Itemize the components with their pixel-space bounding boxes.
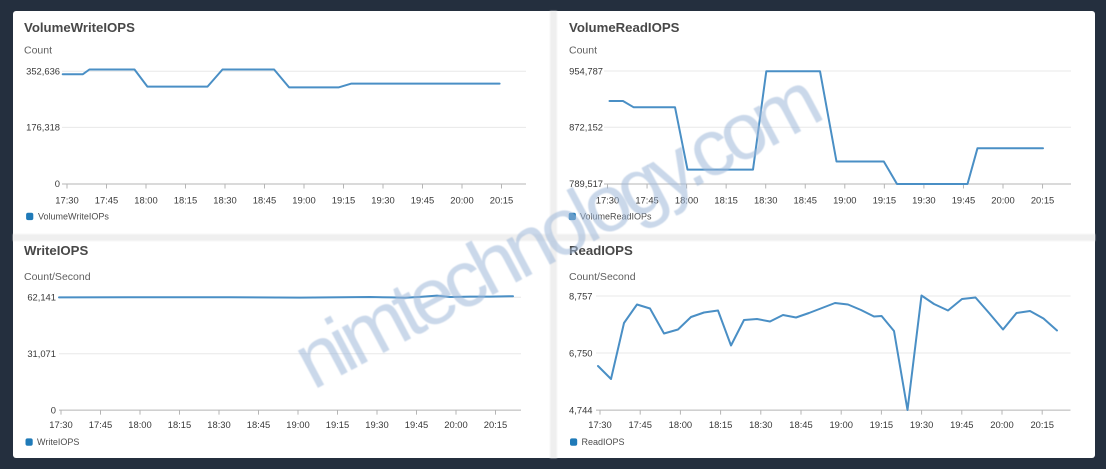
svg-text:0: 0 xyxy=(51,404,56,415)
svg-text:18:30: 18:30 xyxy=(754,195,777,206)
svg-text:18:00: 18:00 xyxy=(675,195,698,206)
svg-text:18:15: 18:15 xyxy=(174,195,197,206)
svg-text:20:00: 20:00 xyxy=(990,419,1013,430)
svg-text:18:30: 18:30 xyxy=(749,419,772,430)
svg-text:18:45: 18:45 xyxy=(253,195,276,206)
svg-text:20:15: 20:15 xyxy=(1031,195,1054,206)
svg-text:18:45: 18:45 xyxy=(794,195,817,206)
svg-text:19:30: 19:30 xyxy=(912,195,935,206)
svg-text:17:45: 17:45 xyxy=(89,419,112,430)
svg-text:19:15: 19:15 xyxy=(332,195,355,206)
svg-text:20:15: 20:15 xyxy=(1030,419,1053,430)
svg-text:18:15: 18:15 xyxy=(709,419,732,430)
svg-text:19:45: 19:45 xyxy=(405,419,428,430)
svg-text:19:45: 19:45 xyxy=(952,195,975,206)
svg-text:872,152: 872,152 xyxy=(569,122,603,133)
svg-text:20:00: 20:00 xyxy=(444,419,467,430)
svg-text:19:30: 19:30 xyxy=(365,419,388,430)
svg-text:17:30: 17:30 xyxy=(588,419,611,430)
svg-text:352,636: 352,636 xyxy=(26,65,60,76)
svg-text:19:15: 19:15 xyxy=(873,195,896,206)
svg-text:17:30: 17:30 xyxy=(55,195,78,206)
svg-text:Count: Count xyxy=(24,44,52,56)
svg-text:ReadIOPS: ReadIOPS xyxy=(582,437,625,447)
svg-text:20:15: 20:15 xyxy=(484,419,507,430)
svg-text:18:45: 18:45 xyxy=(247,419,270,430)
svg-text:4,744: 4,744 xyxy=(569,404,592,415)
svg-text:19:30: 19:30 xyxy=(910,419,933,430)
svg-text:19:30: 19:30 xyxy=(371,195,394,206)
svg-text:789,517: 789,517 xyxy=(569,178,603,189)
svg-text:17:30: 17:30 xyxy=(596,195,619,206)
svg-text:ReadIOPS: ReadIOPS xyxy=(569,243,633,258)
svg-text:0: 0 xyxy=(55,178,60,189)
svg-text:31,071: 31,071 xyxy=(27,348,56,359)
svg-text:8,757: 8,757 xyxy=(569,290,592,301)
svg-text:Count/Second: Count/Second xyxy=(569,271,636,283)
svg-text:19:00: 19:00 xyxy=(292,195,315,206)
svg-text:19:00: 19:00 xyxy=(833,195,856,206)
svg-text:VolumeWriteIOPs: VolumeWriteIOPs xyxy=(38,212,109,222)
svg-text:Count: Count xyxy=(569,44,597,56)
svg-text:VolumeReadIOPs: VolumeReadIOPs xyxy=(580,212,652,222)
svg-text:18:15: 18:15 xyxy=(168,419,191,430)
svg-text:6,750: 6,750 xyxy=(569,347,592,358)
svg-text:954,787: 954,787 xyxy=(569,65,603,76)
svg-text:WriteIOPS: WriteIOPS xyxy=(24,243,88,258)
svg-text:18:15: 18:15 xyxy=(714,195,737,206)
svg-text:VolumeWriteIOPS: VolumeWriteIOPS xyxy=(24,20,135,35)
svg-text:Count/Second: Count/Second xyxy=(24,271,91,283)
svg-text:20:15: 20:15 xyxy=(490,195,513,206)
svg-text:19:45: 19:45 xyxy=(950,419,973,430)
svg-text:18:00: 18:00 xyxy=(669,419,692,430)
svg-text:WriteIOPS: WriteIOPS xyxy=(37,437,79,447)
svg-text:18:00: 18:00 xyxy=(128,419,151,430)
svg-text:17:30: 17:30 xyxy=(49,419,72,430)
svg-text:17:45: 17:45 xyxy=(95,195,118,206)
svg-text:18:00: 18:00 xyxy=(134,195,157,206)
svg-text:18:30: 18:30 xyxy=(207,419,230,430)
svg-text:19:15: 19:15 xyxy=(870,419,893,430)
svg-text:19:15: 19:15 xyxy=(326,419,349,430)
svg-text:VolumeReadIOPS: VolumeReadIOPS xyxy=(569,20,680,35)
svg-text:17:45: 17:45 xyxy=(628,419,651,430)
svg-text:19:00: 19:00 xyxy=(829,419,852,430)
svg-text:20:00: 20:00 xyxy=(450,195,473,206)
svg-text:18:45: 18:45 xyxy=(789,419,812,430)
svg-text:176,318: 176,318 xyxy=(26,122,60,133)
svg-text:62,141: 62,141 xyxy=(27,292,56,303)
svg-text:19:00: 19:00 xyxy=(286,419,309,430)
svg-text:19:45: 19:45 xyxy=(411,195,434,206)
svg-text:17:45: 17:45 xyxy=(635,195,658,206)
svg-text:20:00: 20:00 xyxy=(991,195,1014,206)
svg-text:18:30: 18:30 xyxy=(213,195,236,206)
